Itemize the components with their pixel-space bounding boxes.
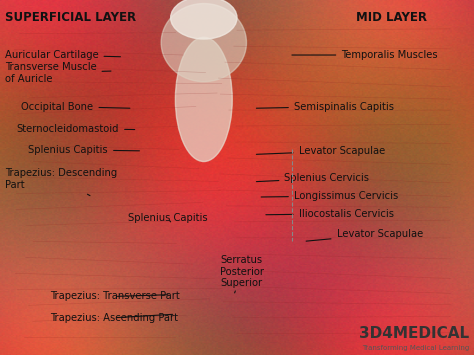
Text: Iliocostalis Cervicis: Iliocostalis Cervicis	[266, 209, 393, 219]
Text: SUPERFICIAL LAYER: SUPERFICIAL LAYER	[5, 11, 136, 24]
Text: Serratus
Posterior
Superior: Serratus Posterior Superior	[220, 255, 264, 293]
Text: Semispinalis Capitis: Semispinalis Capitis	[256, 102, 394, 111]
Text: Trapezius: Descending
Part: Trapezius: Descending Part	[5, 169, 117, 196]
Text: Longissimus Cervicis: Longissimus Cervicis	[261, 191, 398, 201]
Text: Transforming Medical Learning: Transforming Medical Learning	[362, 345, 469, 351]
Text: Splenius Cervicis: Splenius Cervicis	[256, 173, 369, 183]
Text: Splenius Capitis: Splenius Capitis	[28, 145, 139, 155]
Ellipse shape	[161, 4, 246, 82]
Text: Temporalis Muscles: Temporalis Muscles	[292, 50, 438, 60]
Text: Trapezius: Transverse Part: Trapezius: Transverse Part	[50, 291, 180, 301]
Text: Levator Scapulae: Levator Scapulae	[256, 146, 385, 156]
Text: Levator Scapulae: Levator Scapulae	[306, 229, 423, 241]
Text: Transverse Muscle
of Auricle: Transverse Muscle of Auricle	[5, 62, 111, 83]
Text: Occipital Bone: Occipital Bone	[21, 102, 130, 111]
Text: MID LAYER: MID LAYER	[356, 11, 427, 24]
Ellipse shape	[175, 37, 232, 162]
Text: Sternocleidomastoid: Sternocleidomastoid	[17, 124, 135, 133]
Text: 3D4MEDICAL: 3D4MEDICAL	[359, 326, 469, 341]
Text: Auricular Cartilage: Auricular Cartilage	[5, 50, 120, 60]
Ellipse shape	[171, 0, 237, 39]
Text: Trapezius: Ascending Part: Trapezius: Ascending Part	[50, 313, 178, 323]
Text: Splenius Capitis: Splenius Capitis	[128, 213, 208, 223]
